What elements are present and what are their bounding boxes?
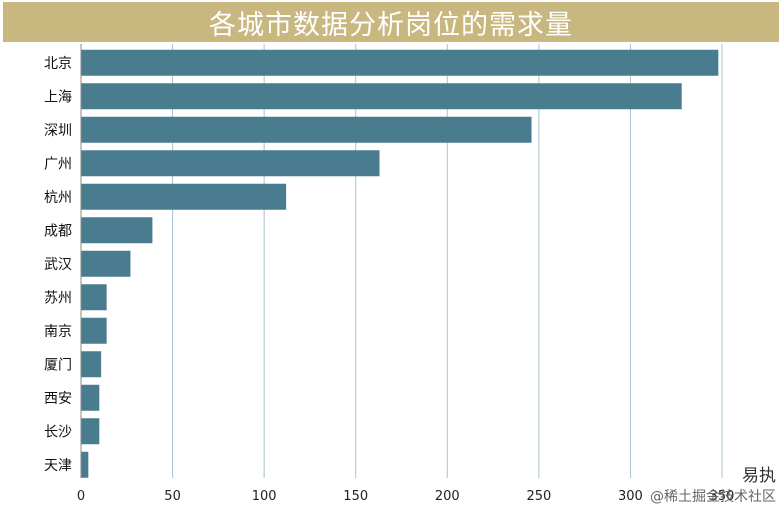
bar-10 — [81, 384, 100, 411]
y-tick-label: 天津 — [44, 458, 72, 474]
bar-3 — [81, 150, 380, 177]
x-tick-label: 200 — [435, 489, 460, 504]
watermark: 易执 @稀土掘金技术社区 — [650, 461, 776, 506]
y-tick-label: 西安 — [44, 391, 72, 407]
bar-12 — [81, 451, 89, 478]
grid-lines — [172, 44, 723, 478]
x-tick-label: 50 — [164, 489, 181, 504]
watermark-site: @稀土掘金技术社区 — [650, 489, 776, 505]
x-tick-label: 350 — [710, 489, 735, 504]
y-tick-label: 上海 — [44, 89, 72, 105]
y-tick-label: 武汉 — [44, 257, 72, 273]
bar-9 — [81, 351, 102, 378]
x-tick-label: 100 — [252, 489, 277, 504]
y-tick-label: 苏州 — [44, 290, 72, 306]
chart-title-bar: 各城市数据分析岗位的需求量 — [3, 2, 779, 42]
bar-7 — [81, 284, 107, 311]
bar-0 — [81, 49, 719, 76]
bar-6 — [81, 250, 131, 277]
bars — [81, 49, 719, 478]
bar-8 — [81, 317, 107, 344]
bar-11 — [81, 418, 100, 445]
x-tick-label: 300 — [618, 489, 643, 504]
y-tick-label: 深圳 — [44, 123, 72, 139]
y-tick-label: 成都 — [44, 223, 72, 239]
chart-title: 各城市数据分析岗位的需求量 — [209, 9, 573, 41]
bar-5 — [81, 217, 153, 244]
x-tick-label: 150 — [343, 489, 368, 504]
watermark-brand: 易执 — [742, 466, 776, 486]
y-tick-label: 厦门 — [44, 357, 72, 373]
x-tick-labels: 0 50 100 150 200 250 300 350 — [77, 489, 735, 504]
y-tick-label: 北京 — [44, 56, 72, 72]
y-tick-label: 杭州 — [44, 190, 72, 206]
y-tick-label: 广州 — [44, 156, 72, 172]
y-tick-label: 长沙 — [44, 424, 72, 440]
x-tick-label: 250 — [526, 489, 551, 504]
bar-4 — [81, 183, 287, 210]
bar-1 — [81, 83, 682, 110]
bar-2 — [81, 116, 532, 143]
y-tick-label: 南京 — [44, 324, 72, 340]
x-tick-label: 0 — [77, 489, 85, 504]
